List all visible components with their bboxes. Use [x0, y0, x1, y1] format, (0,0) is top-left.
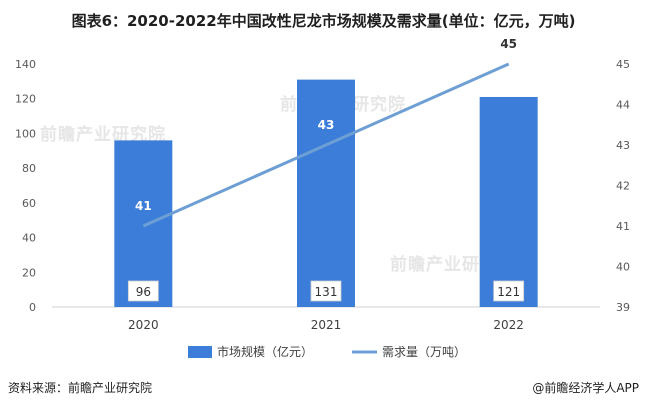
y-left-tick-label: 80	[22, 162, 36, 175]
chart-title: 图表6：2020-2022年中国改性尼龙市场规模及需求量(单位：亿元，万吨)	[71, 12, 576, 30]
y-right-tick-label: 43	[616, 139, 630, 152]
y-left-tick-label: 0	[29, 301, 36, 314]
legend-swatch-bar	[188, 346, 212, 358]
bar	[114, 140, 173, 307]
y-left-tick-label: 60	[22, 197, 36, 210]
line-value-label: 45	[500, 37, 517, 51]
bar-value-label: 121	[497, 285, 520, 299]
y-right-tick-label: 45	[616, 58, 630, 71]
y-right-tick-label: 42	[616, 180, 630, 193]
x-tick-label: 2021	[311, 318, 342, 332]
y-right-tick-label: 44	[616, 99, 630, 112]
demand-line	[142, 62, 510, 228]
bar-value-label: 96	[136, 285, 151, 299]
bar	[297, 79, 355, 307]
bar-value-box	[310, 280, 342, 302]
y-right-tick-label: 41	[616, 220, 630, 233]
line-value-label: 41	[135, 199, 152, 213]
x-tick-label: 2022	[493, 318, 524, 332]
bar-value-box	[493, 280, 525, 302]
bar-value-label: 131	[315, 285, 338, 299]
y-right-tick-label: 39	[616, 301, 630, 314]
y-right-tick-label: 40	[616, 261, 630, 274]
y-left-tick-label: 120	[15, 93, 36, 106]
source-note: 资料来源：前瞻产业研究院	[8, 381, 153, 395]
legend-label-bar: 市场规模（亿元）	[217, 344, 313, 359]
y-left-tick-label: 100	[15, 127, 36, 140]
watermark-1: 前瞻产业研究院	[40, 125, 166, 145]
bar	[479, 96, 538, 307]
legend-label-line: 需求量（万吨）	[382, 345, 466, 359]
y-left-tick-label: 40	[22, 232, 36, 245]
y-left-tick-label: 140	[15, 58, 36, 71]
line-value-label: 43	[318, 118, 335, 132]
x-tick-label: 2020	[128, 318, 159, 332]
bar-value-box	[127, 280, 159, 302]
brand-note: @前瞻经济学人APP	[532, 381, 639, 395]
y-left-tick-label: 20	[22, 266, 36, 279]
